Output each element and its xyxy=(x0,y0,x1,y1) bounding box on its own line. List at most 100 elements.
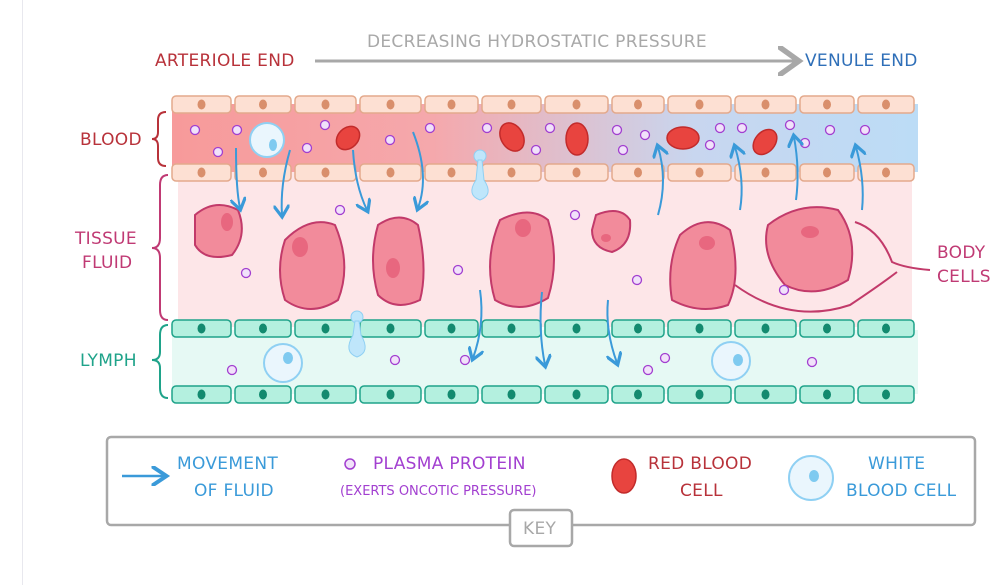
lymph-vessel-wall-cell xyxy=(481,385,542,404)
key-movement-2: OF FLUID xyxy=(194,481,274,501)
lymph-vessel-wall-cell xyxy=(857,385,915,404)
lymph-brace xyxy=(151,324,169,399)
white-blood-cell xyxy=(263,343,303,383)
lymph-vessel-wall-cell xyxy=(734,319,797,338)
plasma-protein xyxy=(384,134,396,146)
plasma-protein xyxy=(569,209,581,221)
body-cell xyxy=(489,211,555,308)
lymph-vessel-wall-cell xyxy=(799,385,855,404)
lymph-vessel-wall-cell xyxy=(359,319,422,338)
vessel-walls xyxy=(171,95,915,404)
lymph-vessel-wall-cell xyxy=(544,385,609,404)
plasma-protein xyxy=(631,274,643,286)
blood-vessel-wall-cell xyxy=(294,163,357,182)
blood-vessel-wall-cell xyxy=(667,95,732,114)
blood-vessel-wall-cell xyxy=(171,95,232,114)
key-wbc-nucleus xyxy=(809,470,819,482)
plasma-protein xyxy=(212,146,224,158)
plasma-proteins xyxy=(189,119,871,376)
blood-label: BLOOD xyxy=(80,130,142,150)
blood-vessel-wall-cell xyxy=(544,163,609,182)
lymph-vessel-wall-cell xyxy=(734,385,797,404)
plasma-protein xyxy=(226,364,238,376)
body-cell xyxy=(590,210,632,254)
blood-vessel-wall-cell xyxy=(294,95,357,114)
fluid-movement-arrow xyxy=(658,147,663,216)
fluid-movement-arrow xyxy=(607,299,617,363)
blood-vessel-wall-cell xyxy=(799,163,855,182)
lymph-vessel-wall-cell xyxy=(799,319,855,338)
tissue-brace xyxy=(151,174,169,321)
key-wbc-1: WHITE xyxy=(868,454,925,474)
key-title-box xyxy=(508,508,574,548)
blood-vessel-wall-cell xyxy=(544,95,609,114)
body-cell xyxy=(669,221,737,310)
blood-vessel-wall-cell xyxy=(424,163,479,182)
fluid-movement-arrow xyxy=(282,149,291,215)
lymph-vessel-wall-cell xyxy=(667,319,732,338)
lymph-vessel-wall-cell xyxy=(171,385,232,404)
blood-vessel-wall-cell xyxy=(234,163,292,182)
blood-vessel-wall-cell xyxy=(734,163,797,182)
key-rbc-2: CELL xyxy=(680,481,723,501)
lymph-vessel-wall-cell xyxy=(294,385,357,404)
key-protein-1: PLASMA PROTEIN xyxy=(373,454,526,474)
blood-vessel-wall-cell xyxy=(611,95,665,114)
body-cells-label-1: BODY xyxy=(937,243,986,263)
lymph-vessel-wall-cell xyxy=(544,319,609,338)
plasma-protein xyxy=(642,364,654,376)
plasma-protein xyxy=(319,119,331,131)
plasma-protein xyxy=(530,144,542,156)
plasma-protein xyxy=(714,122,726,134)
red-blood-cell xyxy=(499,122,525,152)
lymph-vessel-wall-cell xyxy=(481,319,542,338)
blood-vessel-wall-cell xyxy=(857,95,915,114)
blood-vessel-wall-cell xyxy=(857,163,915,182)
fluid-movement-arrows xyxy=(236,131,863,365)
blood-vessel-wall-cell xyxy=(171,163,232,182)
lymph-vessel-wall-cell xyxy=(171,319,232,338)
key-wbc-2: BLOOD CELL xyxy=(846,481,957,501)
lymph-vessel-wall-cell xyxy=(424,385,479,404)
plasma-protein xyxy=(424,122,436,134)
lymph-vessel-wall-cell xyxy=(667,385,732,404)
fluid-movement-arrow xyxy=(473,289,481,358)
plasma-protein xyxy=(778,284,790,296)
plasma-protein xyxy=(617,144,629,156)
blood-vessel-wall-cell xyxy=(481,163,542,182)
blood-vessel-wall-cell xyxy=(734,95,797,114)
lymph-vessel-wall-cell xyxy=(857,319,915,338)
tissue-label-2: FLUID xyxy=(82,253,132,273)
red-blood-cell xyxy=(752,128,778,156)
plasma-protein xyxy=(240,267,252,279)
blood-brace xyxy=(151,111,167,167)
venule-end-label: VENULE END xyxy=(805,51,918,71)
fluid-movement-arrow xyxy=(856,147,863,211)
body-cell xyxy=(372,216,425,306)
blood-vessel-wall-cell xyxy=(424,95,479,114)
plasma-protein xyxy=(334,204,346,216)
plasma-protein xyxy=(639,129,651,141)
lymph-vessel-wall-cell xyxy=(294,319,357,338)
key-rbc-icon xyxy=(611,458,637,494)
body-cell xyxy=(765,206,854,293)
key-title: KEY xyxy=(523,519,556,539)
fluid-movement-arrow xyxy=(541,291,545,365)
red-blood-cell xyxy=(666,126,700,150)
body-cell xyxy=(279,221,346,310)
key-protein-2: (EXERTS ONCOTIC PRESSURE) xyxy=(340,484,537,499)
arteriole-end-label: ARTERIOLE END xyxy=(155,51,295,71)
plasma-protein xyxy=(784,119,796,131)
red-blood-cells xyxy=(335,122,778,156)
blood-vessel-wall-cell xyxy=(359,95,422,114)
plasma-protein xyxy=(799,137,811,149)
lymph-vessel-wall-cell xyxy=(234,385,292,404)
blood-vessel-wall-cell xyxy=(611,163,665,182)
lymph-vessel-wall-cell xyxy=(611,319,665,338)
blood-vessel-wall-cell xyxy=(481,95,542,114)
plasma-protein xyxy=(544,122,556,134)
fluid-movement-arrow xyxy=(412,131,423,208)
pressure-label: DECREASING HYDROSTATIC PRESSURE xyxy=(367,32,707,52)
key-rbc-1: RED BLOOD xyxy=(648,454,752,474)
